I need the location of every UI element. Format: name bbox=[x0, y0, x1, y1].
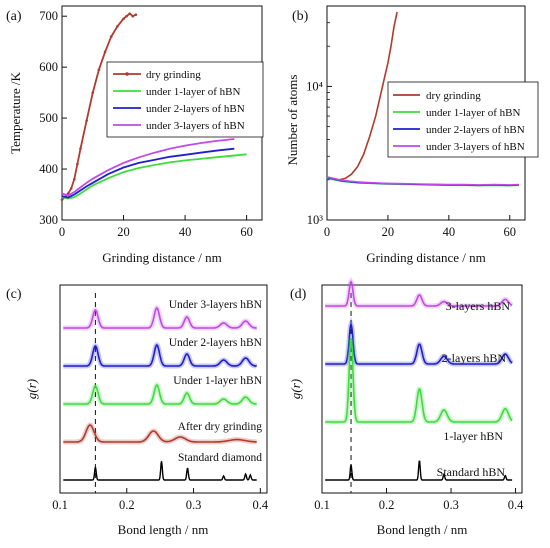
panel-b-xtick-label: 60 bbox=[504, 225, 517, 239]
panel-c-series-label: Under 3-layers hBN bbox=[169, 299, 263, 311]
panel-d-series-label: Standard hBN bbox=[437, 465, 506, 479]
panel-d: (d) 0.1 0.2 0.3 0.4 g(r) Bond length / nm 3… bbox=[288, 277, 524, 537]
panel-c-series-line-4 bbox=[63, 424, 257, 443]
panel-a-series-point bbox=[103, 50, 107, 54]
panel-c-series-line-5 bbox=[63, 461, 257, 481]
panel-d-series-line-1 bbox=[325, 280, 513, 307]
panel-a-ytick-label: 500 bbox=[39, 111, 58, 125]
panel-d-frame bbox=[321, 284, 523, 494]
panel-a-series-point bbox=[122, 17, 125, 21]
panel-d-series-line-2 bbox=[325, 322, 513, 365]
panel-b: (b) 0 20 40 60 10³ 10⁴ Number of atoms Grindi… bbox=[285, 5, 539, 265]
panel-c-series-line-3 bbox=[63, 384, 257, 405]
panel-b-ytick-label: 10⁴ bbox=[306, 79, 323, 93]
panel-d-series-label: 3-layers hBN bbox=[446, 299, 511, 313]
panel-a-series-point bbox=[97, 68, 101, 71]
panel-c-series-line-1 bbox=[63, 307, 257, 329]
panel-b-label: (b) bbox=[292, 9, 309, 24]
panel-a-series-point bbox=[76, 162, 79, 166]
panel-c-xtick-label: 0.3 bbox=[186, 498, 202, 512]
panel-a-series-point bbox=[79, 147, 82, 150]
panel-c-frame bbox=[59, 284, 268, 494]
panel-a-series-point bbox=[73, 177, 76, 181]
panel-c-label: (c) bbox=[6, 287, 22, 302]
panel-a-legend-label: under 1-layer of hBN bbox=[146, 86, 240, 98]
panel-c-ylabel: g(r) bbox=[24, 379, 39, 399]
panel-d-series-line-4 bbox=[325, 460, 513, 481]
panel-a-xlabel: Grinding distance / nm bbox=[102, 250, 222, 265]
panel-c-xtick-label: 0.4 bbox=[253, 498, 269, 512]
panel-b-series-line-1 bbox=[326, 11, 398, 181]
panel-b-xlabel: Grinding distance / nm bbox=[366, 250, 486, 265]
panel-c-xlabel: Bond length / nm bbox=[118, 522, 209, 537]
panel-a-xtick-label: 20 bbox=[117, 225, 130, 239]
panel-d-ylabel: g(r) bbox=[288, 379, 303, 399]
panel-a-legend-marker bbox=[125, 72, 129, 76]
panel-a-series-point bbox=[91, 91, 95, 94]
panel-a: (a) 0 20 40 60 300 400 500 600 700 Temperature /… bbox=[6, 5, 264, 265]
panel-a-label: (a) bbox=[6, 9, 22, 24]
panel-a-legend-label: under 2-layers of hBN bbox=[146, 103, 245, 115]
panel-d-xtick-label: 0.1 bbox=[314, 498, 330, 512]
panel-c: (c) 0.1 0.2 0.3 0.4 g(r) Bond length / nm U… bbox=[6, 284, 269, 537]
panel-b-xtick-label: 20 bbox=[382, 225, 395, 239]
panel-d-xtick-label: 0.3 bbox=[443, 498, 459, 512]
panel-a-series-point bbox=[134, 13, 138, 16]
panel-d-series-label: 2-layers hBN bbox=[442, 351, 507, 365]
panel-b-xtick-label: 0 bbox=[324, 225, 330, 239]
panel-c-series-line-2 bbox=[63, 344, 257, 367]
panel-b-legend-label: under 2-layers of hBN bbox=[426, 124, 525, 136]
panel-a-series-point bbox=[85, 119, 88, 122]
panel-a-series-line-2 bbox=[61, 153, 247, 200]
panel-a-series-point bbox=[128, 12, 131, 15]
panel-a-legend-label: under 3-layers of hBN bbox=[146, 120, 245, 132]
panel-d-series-line-3 bbox=[325, 338, 513, 423]
panel-b-xtick-label: 40 bbox=[443, 225, 456, 239]
panel-a-series-point bbox=[125, 14, 128, 18]
panel-a-series-point bbox=[60, 198, 64, 201]
panel-b-series-line-4 bbox=[326, 176, 519, 186]
panel-a-series-line-3 bbox=[61, 147, 235, 199]
panel-b-ytick-label: 10³ bbox=[307, 213, 324, 227]
panel-b-ylabel: Number of atoms bbox=[285, 75, 300, 166]
panel-d-series-label: 1-layer hBN bbox=[443, 429, 503, 443]
panel-a-series-point bbox=[131, 14, 135, 18]
panel-c-series-label: Standard diamond bbox=[178, 452, 262, 464]
panel-c-series-label: After dry grinding bbox=[178, 421, 263, 433]
panel-b-legend-label: dry grinding bbox=[426, 90, 481, 102]
panel-a-xtick-label: 40 bbox=[179, 225, 192, 239]
panel-a-xtick-label: 60 bbox=[240, 225, 253, 239]
panel-c-series-label: Under 1-layer hBN bbox=[173, 375, 262, 387]
panel-d-xtick-label: 0.4 bbox=[508, 498, 524, 512]
panel-a-series-point bbox=[109, 35, 113, 38]
panel-d-label: (d) bbox=[290, 287, 307, 302]
panel-a-ylabel: Temperature /K bbox=[8, 72, 23, 154]
panel-a-xtick-label: 0 bbox=[59, 225, 65, 239]
panel-a-ytick-label: 700 bbox=[39, 9, 58, 23]
panel-c-xtick-label: 0.1 bbox=[52, 498, 68, 512]
panel-a-series-point bbox=[69, 187, 73, 190]
panel-b-legend-label: under 3-layers of hBN bbox=[426, 141, 525, 153]
panel-d-xlabel: Bond length / nm bbox=[377, 522, 468, 537]
panel-c-series-label: Under 2-layers hBN bbox=[169, 337, 263, 349]
panel-d-xtick-label: 0.2 bbox=[379, 498, 395, 512]
panel-a-ytick-label: 400 bbox=[39, 162, 58, 176]
panel-b-legend-label: under 1-layer of hBN bbox=[426, 107, 520, 119]
panel-c-xtick-label: 0.2 bbox=[119, 498, 135, 512]
panel-a-legend-label: dry grinding bbox=[146, 69, 201, 81]
panel-a-series-point bbox=[116, 25, 119, 28]
panel-a-ytick-label: 300 bbox=[39, 213, 58, 227]
panel-a-ytick-label: 600 bbox=[39, 60, 58, 74]
panel-a-series-line-4 bbox=[61, 138, 235, 197]
